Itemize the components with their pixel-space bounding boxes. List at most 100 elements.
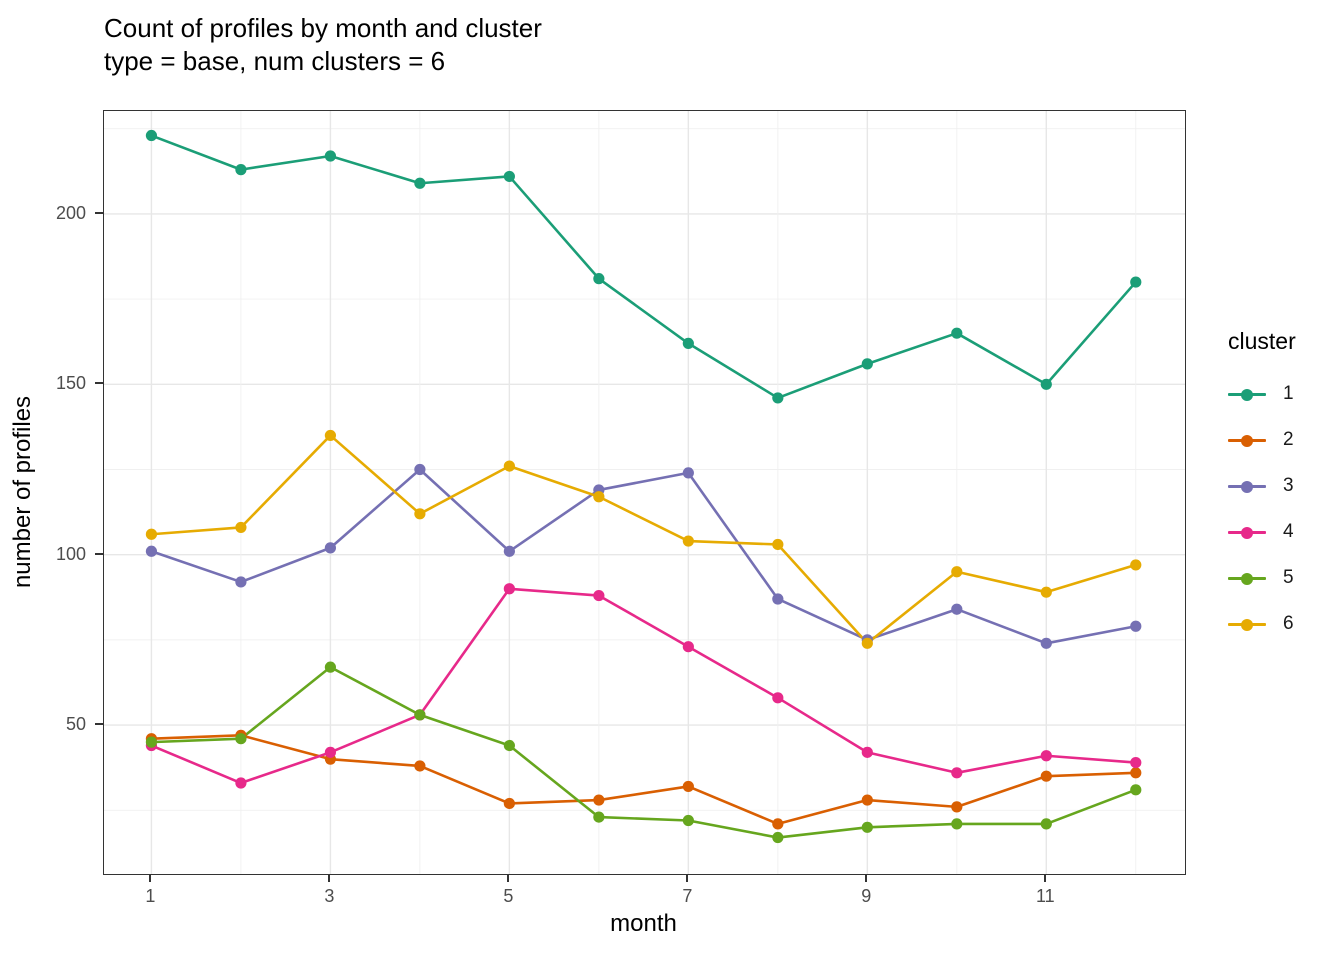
data-point-cluster-2-month-6: [593, 794, 605, 806]
series-line-cluster-5: [150, 665, 1138, 839]
x-tick-label: 9: [861, 886, 872, 906]
legend-label: 5: [1283, 567, 1294, 588]
data-point-cluster-1-month-5: [503, 170, 515, 183]
legend: cluster 1 2 3 4 5 6: [1228, 328, 1344, 647]
y-tick-label: 200: [55, 202, 86, 223]
y-tick-label: 50: [65, 714, 86, 735]
y-tick-label: 100: [55, 543, 86, 564]
data-point-cluster-6-month-8: [772, 538, 784, 551]
legend-key-icon: [1228, 567, 1266, 589]
data-point-cluster-1-month-3: [324, 150, 337, 162]
legend-label: 1: [1283, 383, 1294, 404]
plot-panel: [103, 110, 1186, 875]
data-point-cluster-1-month-1: [145, 129, 158, 142]
data-point-cluster-4-month-2: [235, 777, 247, 789]
data-point-cluster-2-month-4: [414, 760, 426, 772]
data-point-cluster-5-month-4: [414, 709, 426, 721]
x-tick-label: 3: [324, 886, 335, 906]
data-point-cluster-2-month-11: [1040, 770, 1052, 782]
data-point-cluster-4-month-8: [772, 692, 784, 704]
legend-key-icon: [1228, 383, 1266, 405]
data-point-cluster-6-month-6: [593, 491, 605, 503]
data-point-cluster-6-month-4: [414, 508, 426, 520]
data-point-cluster-5-month-12: [1130, 784, 1142, 796]
legend-item-cluster-6: 6: [1228, 601, 1344, 647]
data-point-cluster-4-month-6: [593, 589, 605, 602]
x-tick-label: 11: [1035, 886, 1055, 906]
data-point-cluster-4-month-12: [1130, 756, 1142, 769]
chart-subtitle: type = base, num clusters = 6: [104, 46, 446, 76]
legend-item-cluster-1: 1: [1228, 371, 1344, 417]
data-point-cluster-4-month-5: [503, 583, 515, 595]
data-point-cluster-6-month-1: [145, 528, 158, 540]
data-point-cluster-5-month-3: [324, 661, 337, 673]
data-point-cluster-1-month-8: [772, 392, 784, 404]
data-point-cluster-4-month-10: [951, 767, 963, 779]
data-point-cluster-1-month-4: [414, 177, 426, 189]
data-point-cluster-3-month-12: [1130, 620, 1142, 632]
data-point-cluster-1-month-11: [1040, 378, 1052, 390]
plot-area: [104, 111, 1185, 874]
legend-key-icon: [1228, 475, 1266, 497]
data-point-cluster-2-month-8: [772, 818, 784, 830]
x-tick-mark: [149, 874, 152, 882]
legend-item-cluster-4: 4: [1228, 509, 1344, 555]
legend-item-cluster-3: 3: [1228, 463, 1344, 509]
x-tick-mark: [686, 874, 689, 882]
data-point-cluster-1-month-2: [235, 164, 247, 176]
data-point-cluster-3-month-5: [503, 545, 515, 557]
x-tick-mark: [865, 874, 868, 882]
x-tick-label: 1: [145, 886, 156, 906]
data-point-cluster-5-month-9: [861, 821, 873, 833]
y-axis-title-text: number of profiles: [9, 395, 36, 588]
data-point-cluster-3-month-1: [145, 545, 158, 557]
legend-label: 3: [1283, 475, 1294, 496]
data-point-cluster-1-month-7: [682, 337, 694, 350]
legend-key-icon: [1228, 613, 1266, 635]
legend-key-icon: [1228, 429, 1266, 451]
data-point-cluster-5-month-8: [772, 831, 784, 844]
legend-item-cluster-5: 5: [1228, 555, 1344, 601]
data-point-cluster-5-month-7: [682, 814, 694, 827]
data-point-cluster-1-month-9: [861, 358, 873, 370]
data-point-cluster-2-month-7: [682, 780, 694, 793]
legend-key-icon: [1228, 521, 1266, 543]
data-point-cluster-6-month-3: [324, 429, 337, 442]
x-axis-title: month: [610, 910, 677, 937]
data-point-cluster-2-month-12: [1130, 767, 1142, 779]
x-tick-mark: [507, 874, 510, 882]
y-tick-mark: [95, 552, 103, 555]
data-point-cluster-6-month-5: [503, 460, 515, 472]
data-point-cluster-6-month-9: [861, 637, 873, 649]
series-line-cluster-1: [150, 134, 1138, 400]
x-tick-label: 7: [682, 886, 693, 906]
data-point-cluster-6-month-10: [951, 566, 963, 578]
data-point-cluster-3-month-4: [414, 463, 426, 476]
legend-title: cluster: [1228, 328, 1296, 354]
series-line-cluster-3: [150, 468, 1138, 645]
data-point-cluster-2-month-5: [503, 797, 515, 810]
data-point-cluster-5-month-6: [593, 811, 605, 823]
data-point-cluster-3-month-10: [951, 603, 963, 615]
data-point-cluster-5-month-10: [951, 818, 963, 830]
y-tick-mark: [95, 382, 103, 385]
data-point-cluster-6-month-2: [235, 521, 247, 534]
data-point-cluster-4-month-11: [1040, 750, 1052, 762]
data-point-cluster-1-month-6: [593, 273, 605, 285]
data-point-cluster-5-month-1: [145, 736, 158, 748]
data-point-cluster-3-month-3: [324, 542, 337, 554]
y-tick-mark: [95, 211, 103, 214]
data-point-cluster-1-month-10: [951, 327, 963, 339]
data-point-cluster-1-month-12: [1130, 276, 1142, 288]
data-point-cluster-4-month-9: [861, 746, 873, 758]
legend-label: 6: [1283, 613, 1294, 634]
data-point-cluster-3-month-11: [1040, 637, 1052, 649]
data-point-cluster-6-month-7: [682, 535, 694, 547]
series-line-cluster-4: [150, 587, 1138, 785]
data-point-cluster-2-month-10: [951, 801, 963, 813]
chart-title: Count of profiles by month and cluster: [104, 13, 542, 43]
series-line-cluster-2: [150, 734, 1138, 826]
data-point-cluster-6-month-12: [1130, 559, 1142, 571]
x-tick-label: 5: [503, 886, 514, 906]
y-tick-mark: [95, 723, 103, 726]
